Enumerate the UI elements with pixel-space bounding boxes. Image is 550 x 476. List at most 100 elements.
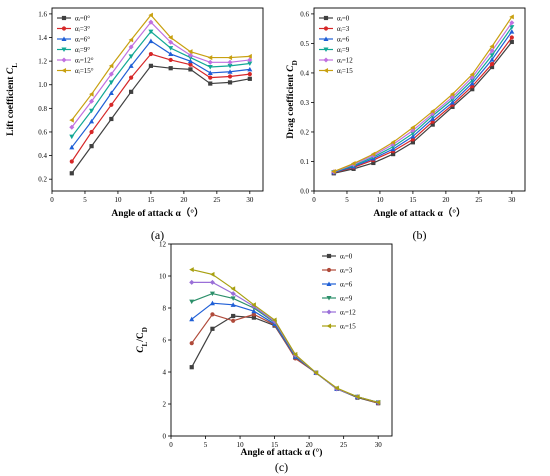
legend-entry: αᵢ=9	[322, 295, 353, 303]
data-point	[390, 144, 396, 150]
data-point	[168, 57, 173, 63]
data-point	[207, 59, 213, 65]
legend-label: αᵢ=0°	[75, 15, 90, 23]
data-point	[489, 61, 495, 67]
data-point	[69, 159, 74, 164]
data-point	[210, 312, 215, 317]
y-tick-label: 12	[159, 241, 167, 249]
legend-entry: αᵢ=0°	[57, 15, 90, 23]
series-line	[333, 31, 513, 173]
data-point	[109, 116, 114, 122]
data-point	[231, 318, 236, 323]
data-point	[89, 144, 94, 149]
data-point	[187, 58, 193, 64]
data-point	[430, 122, 435, 127]
data-point	[208, 75, 213, 80]
data-point	[251, 315, 256, 320]
data-point	[354, 394, 360, 400]
data-point	[109, 102, 114, 107]
x-tick-label: 0	[312, 196, 316, 204]
series-0	[331, 39, 514, 176]
data-point	[331, 168, 336, 175]
data-point	[247, 57, 253, 63]
data-point	[489, 57, 495, 62]
series-5	[69, 12, 252, 123]
data-point	[209, 279, 215, 285]
x-tick-label: 20	[306, 441, 314, 449]
panel-label: (b)	[413, 228, 427, 242]
chart-panel-b: 0 5 10 15 20 25 30 0.0 0.1 0.2 0.3 0.4 0.5 0.6 Angle o…	[286, 7, 526, 242]
legend-marker	[61, 57, 67, 63]
legend-label: αᵢ=15	[337, 67, 353, 75]
data-point	[227, 55, 233, 61]
x-tick-label: 10	[376, 196, 384, 204]
data-point	[509, 39, 514, 45]
y-tick-label: 8	[163, 305, 167, 313]
data-point	[489, 43, 495, 49]
data-point	[69, 171, 74, 176]
data-point	[148, 12, 153, 18]
data-point	[168, 34, 173, 41]
y-axis-label: Lift coefficient CL	[6, 63, 19, 136]
data-point	[470, 87, 475, 92]
legend-marker	[323, 26, 329, 31]
x-axis-label: Angle of attack α (°)	[241, 447, 323, 458]
data-point	[209, 271, 215, 277]
legend-marker	[61, 15, 67, 21]
legend-label: αᵢ=12°	[75, 57, 94, 65]
legend-entry: αᵢ=12	[319, 57, 353, 65]
legend-entry: αᵢ=3°	[57, 25, 90, 33]
legend-label: αᵢ=6	[337, 36, 350, 44]
data-point	[89, 118, 95, 124]
y-tick-label: 0.8	[38, 105, 47, 113]
data-point	[187, 55, 193, 61]
legend-label: αᵢ=6	[340, 281, 353, 289]
data-point	[89, 108, 95, 114]
series-line	[71, 53, 250, 162]
data-point	[227, 74, 233, 79]
data-point	[272, 317, 277, 323]
data-point	[231, 313, 236, 319]
legend-marker	[326, 281, 332, 287]
chart-panel-c: 0 5 10 15 20 25 30 0 2 4 6 8 10 12 Angle of attack α (…	[136, 241, 393, 474]
plot-frame	[51, 7, 264, 192]
y-tick-label: 0.2	[300, 128, 309, 136]
legend-label: αᵢ=9	[337, 46, 350, 54]
data-point	[69, 117, 74, 123]
series-line	[333, 41, 513, 174]
data-point	[187, 49, 193, 55]
series-5	[189, 267, 381, 405]
y-tick-label: 0.3	[300, 99, 309, 107]
data-point	[227, 69, 233, 74]
data-point	[148, 29, 154, 35]
x-tick-label: 30	[246, 196, 254, 204]
legend-label: αᵢ=15°	[75, 67, 94, 75]
x-tick-label: 10	[237, 441, 245, 449]
legend-label: αᵢ=12	[337, 57, 353, 65]
data-point	[148, 38, 154, 44]
series-line	[71, 30, 250, 138]
data-point	[371, 160, 376, 166]
y-tick-label: 0.4	[300, 69, 309, 77]
series-2	[331, 29, 515, 175]
series-line	[71, 14, 250, 121]
data-point	[128, 54, 134, 59]
legend-marker	[326, 295, 332, 301]
data-point	[129, 89, 134, 94]
legend-marker	[61, 36, 67, 42]
data-point	[128, 37, 134, 43]
data-point	[370, 151, 376, 157]
legend-marker	[326, 309, 332, 315]
y-tick-label: 0.6	[38, 128, 47, 136]
legend-entry: αᵢ=0	[319, 15, 350, 23]
data-point	[207, 55, 213, 61]
legend-entry: αᵢ=6	[322, 281, 353, 289]
data-point	[89, 91, 94, 97]
y-tick-label: 1.6	[38, 10, 47, 18]
x-tick-label: 20	[180, 196, 188, 204]
data-point	[69, 144, 75, 150]
data-point	[227, 63, 233, 69]
x-tick-label: 15	[409, 196, 417, 204]
legend-entry: αᵢ=9°	[57, 46, 90, 54]
y-tick-label: 4	[163, 369, 167, 377]
